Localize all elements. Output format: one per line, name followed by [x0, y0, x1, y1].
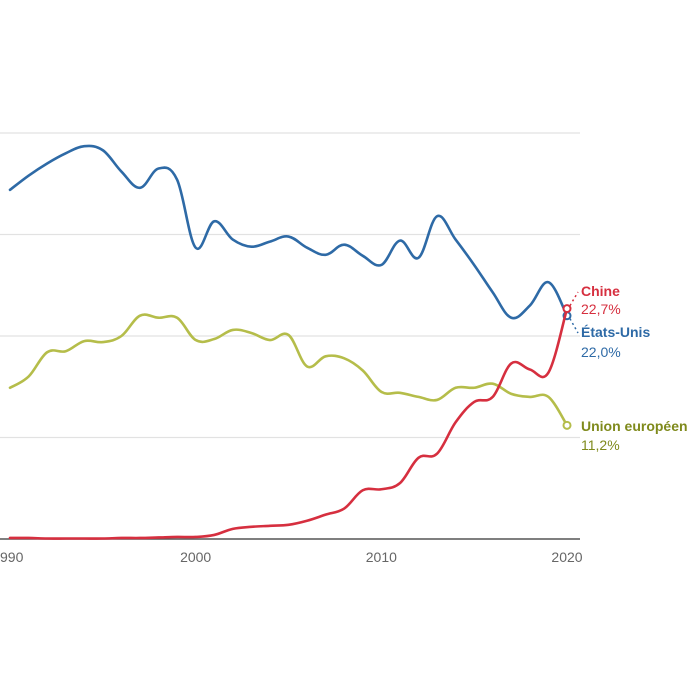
- gridlines: [0, 132, 580, 439]
- label-leader-line: [569, 318, 579, 334]
- x-axis-ticks: 990 2000 2010 2020: [0, 549, 583, 565]
- x-tick-label: 990: [0, 549, 24, 565]
- x-tick-label: 2000: [180, 549, 211, 565]
- series-label-name: Union européen: [581, 418, 688, 434]
- series-lines: [8, 144, 572, 540]
- series-label-name: États-Unis: [581, 324, 650, 340]
- series-label-value: 22,7%: [581, 301, 621, 317]
- series-line: [8, 307, 569, 540]
- series-label-value: 11,2%: [581, 437, 620, 453]
- end-labels: États-Unis 22,0% Union européen 11,2% Chine 2…: [569, 283, 688, 453]
- series-label-value: 22,0%: [581, 344, 621, 360]
- x-tick-label: 2010: [366, 549, 397, 565]
- end-point-marker: [562, 304, 572, 314]
- x-tick-label: 2020: [551, 549, 582, 565]
- end-point-marker: [562, 420, 572, 430]
- series-label-name: Chine: [581, 283, 620, 299]
- series-line: [8, 313, 569, 427]
- series-line: [8, 144, 569, 320]
- label-leader-line: [569, 291, 579, 306]
